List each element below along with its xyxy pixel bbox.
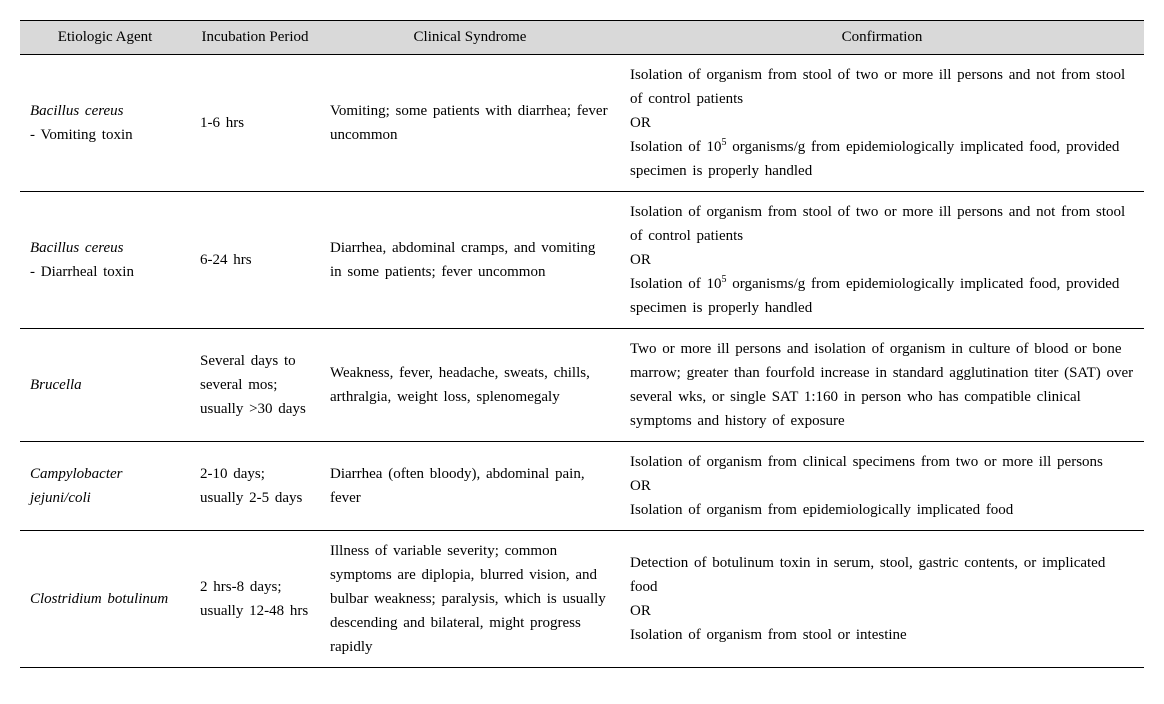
agent-subtype: - Diarrheal toxin bbox=[30, 260, 180, 284]
cell-confirmation: Isolation of organism from stool of two … bbox=[620, 55, 1144, 192]
confirmation-text: Two or more ill persons and isolation of… bbox=[630, 337, 1134, 433]
cell-confirmation: Isolation of organism from clinical spec… bbox=[620, 442, 1144, 531]
cell-agent: Campylobacter jejuni/coli bbox=[20, 442, 190, 531]
cell-incubation: 1-6 hrs bbox=[190, 55, 320, 192]
confirmation-text: Isolation of organism from stool of two … bbox=[630, 200, 1134, 248]
agent-name: Bacillus cereus bbox=[30, 99, 180, 123]
table-row: Bacillus cereus- Vomiting toxin1-6 hrsVo… bbox=[20, 55, 1144, 192]
col-header-agent: Etiologic Agent bbox=[20, 21, 190, 55]
cell-agent: Bacillus cereus- Vomiting toxin bbox=[20, 55, 190, 192]
table-row: Clostridium botulinum 2 hrs-8 days; usual… bbox=[20, 531, 1144, 668]
col-header-incubation: Incubation Period bbox=[190, 21, 320, 55]
cell-confirmation: Isolation of organism from stool of two … bbox=[620, 192, 1144, 329]
cell-confirmation: Two or more ill persons and isolation of… bbox=[620, 329, 1144, 442]
confirmation-text: Isolation of 105 organisms/g from epidem… bbox=[630, 272, 1134, 320]
cell-incubation: Several days to several mos; usually >30… bbox=[190, 329, 320, 442]
col-header-confirmation: Confirmation bbox=[620, 21, 1144, 55]
confirmation-text: Isolation of 105 organisms/g from epidem… bbox=[630, 135, 1134, 183]
table-header: Etiologic Agent Incubation Period Clinic… bbox=[20, 21, 1144, 55]
etiologic-agents-table: Etiologic Agent Incubation Period Clinic… bbox=[20, 20, 1144, 668]
confirmation-or: OR bbox=[630, 111, 1134, 135]
confirmation-superscript: 5 bbox=[722, 137, 727, 148]
table-row: Bacillus cereus- Diarrheal toxin6-24 hrs… bbox=[20, 192, 1144, 329]
cell-incubation: 2 hrs-8 days; usually 12-48 hrs bbox=[190, 531, 320, 668]
cell-syndrome: Diarrhea (often bloody), abdominal pain,… bbox=[320, 442, 620, 531]
agent-name: Clostridium botulinum bbox=[30, 587, 180, 611]
agent-name: Bacillus cereus bbox=[30, 236, 180, 260]
confirmation-or: OR bbox=[630, 248, 1134, 272]
cell-syndrome: Vomiting; some patients with diarrhea; f… bbox=[320, 55, 620, 192]
confirmation-text: Isolation of organism from epidemiologic… bbox=[630, 498, 1134, 522]
cell-agent: Bacillus cereus- Diarrheal toxin bbox=[20, 192, 190, 329]
confirmation-text: Isolation of organism from stool of two … bbox=[630, 63, 1134, 111]
table-row: Brucella Several days to several mos; usu… bbox=[20, 329, 1144, 442]
cell-syndrome: Diarrhea, abdominal cramps, and vomiting… bbox=[320, 192, 620, 329]
cell-agent: Clostridium botulinum bbox=[20, 531, 190, 668]
cell-incubation: 2-10 days; usually 2-5 days bbox=[190, 442, 320, 531]
cell-syndrome: Weakness, fever, headache, sweats, chill… bbox=[320, 329, 620, 442]
cell-agent: Brucella bbox=[20, 329, 190, 442]
table-row: Campylobacter jejuni/coli2-10 days; usua… bbox=[20, 442, 1144, 531]
confirmation-superscript: 5 bbox=[722, 274, 727, 285]
agent-name: Brucella bbox=[30, 373, 180, 397]
cell-incubation: 6-24 hrs bbox=[190, 192, 320, 329]
cell-syndrome: Illness of variable severity; common sym… bbox=[320, 531, 620, 668]
agent-subtype: - Vomiting toxin bbox=[30, 123, 180, 147]
cell-confirmation: Detection of botulinum toxin in serum, s… bbox=[620, 531, 1144, 668]
confirmation-text: Isolation of organism from clinical spec… bbox=[630, 450, 1134, 474]
confirmation-text: Isolation of organism from stool or inte… bbox=[630, 623, 1134, 647]
confirmation-or: OR bbox=[630, 599, 1134, 623]
col-header-syndrome: Clinical Syndrome bbox=[320, 21, 620, 55]
agent-name: Campylobacter jejuni/coli bbox=[30, 462, 180, 510]
confirmation-or: OR bbox=[630, 474, 1134, 498]
confirmation-text: Detection of botulinum toxin in serum, s… bbox=[630, 551, 1134, 599]
